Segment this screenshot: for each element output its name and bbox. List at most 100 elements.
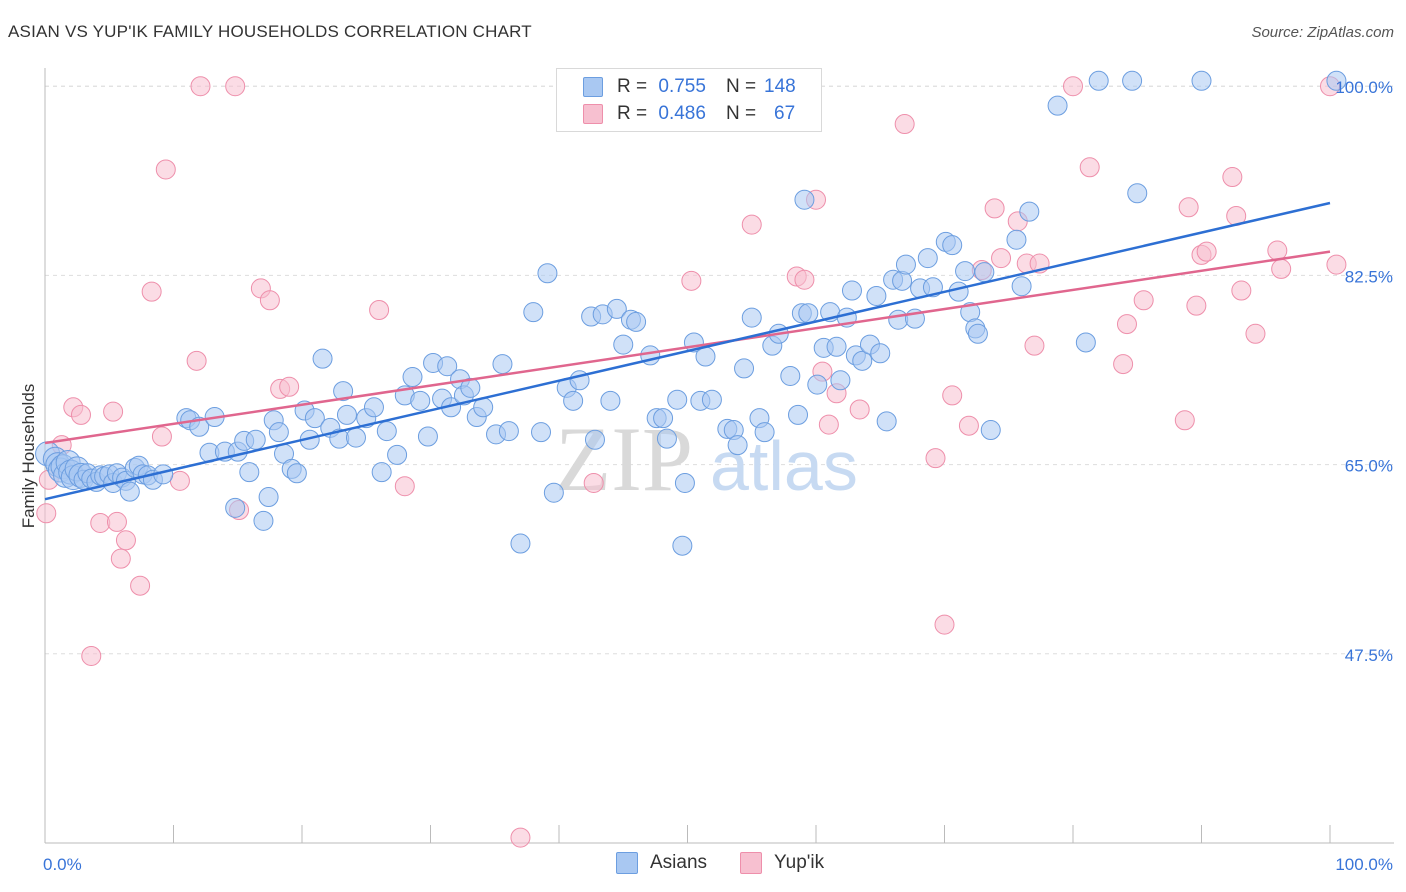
yupik-point bbox=[90, 512, 111, 533]
asian-point bbox=[870, 343, 891, 364]
series-legend-yupik[interactable]: Yup'ik bbox=[740, 852, 824, 874]
yupik-point bbox=[115, 530, 136, 551]
yupik-point bbox=[794, 269, 815, 290]
asian-point bbox=[492, 354, 513, 375]
chart-title: ASIAN VS YUP'IK FAMILY HOUSEHOLDS CORREL… bbox=[8, 22, 532, 41]
asian-point bbox=[225, 497, 246, 518]
asian-point bbox=[667, 389, 688, 410]
stats-legend: R = 0.755 N = 148 R = 0.486 N = 67 bbox=[556, 68, 822, 132]
asian-point bbox=[1127, 183, 1148, 204]
asian-point bbox=[917, 248, 938, 269]
asian-point bbox=[895, 254, 916, 275]
source-note: Source: ZipAtlas.com bbox=[1251, 24, 1394, 41]
grid-lines bbox=[45, 85, 1394, 655]
yupik-point bbox=[510, 827, 531, 848]
asian-point bbox=[189, 416, 210, 437]
asian-point bbox=[841, 280, 862, 301]
y-tick-label: 82.5% bbox=[1345, 267, 1393, 286]
asian-point bbox=[510, 533, 531, 554]
asian-point bbox=[563, 390, 584, 411]
legend-n-label: N = bbox=[725, 103, 757, 124]
yupik-point bbox=[169, 470, 190, 491]
asian-point bbox=[1191, 70, 1212, 91]
asian-point bbox=[268, 422, 289, 443]
yupik-point bbox=[1267, 240, 1288, 261]
asian-point bbox=[387, 444, 408, 465]
yupik-point bbox=[1231, 280, 1252, 301]
yupik-point bbox=[186, 350, 207, 371]
yupik-point bbox=[1196, 241, 1217, 262]
yupik-point bbox=[934, 614, 955, 635]
series-swatch-asians bbox=[616, 852, 638, 874]
watermark: ZIP atlas bbox=[555, 408, 858, 510]
asian-point bbox=[336, 404, 357, 425]
asian-point bbox=[674, 472, 695, 493]
asian-point bbox=[239, 462, 260, 483]
yupik-point bbox=[583, 472, 604, 493]
series-legend-label: Yup'ik bbox=[774, 852, 825, 873]
yupik-point bbox=[130, 575, 151, 596]
yupik-point bbox=[190, 76, 211, 97]
yupik-point bbox=[1063, 76, 1083, 97]
yupik-point bbox=[991, 248, 1012, 269]
legend-swatch-yupik bbox=[583, 104, 603, 124]
asian-point bbox=[942, 235, 963, 256]
yupik-point bbox=[106, 511, 127, 532]
yupik-point bbox=[1178, 197, 1199, 218]
asian-point bbox=[286, 463, 307, 484]
trend-lines bbox=[44, 201, 1331, 501]
asian-point bbox=[626, 311, 647, 332]
asian-point bbox=[345, 427, 366, 448]
yupik-point bbox=[81, 645, 102, 666]
yupik-point bbox=[141, 281, 162, 302]
yupik-point bbox=[394, 476, 415, 497]
legend-n-value: 148 bbox=[764, 76, 796, 97]
yupik-point bbox=[1133, 290, 1154, 311]
asian-point bbox=[245, 429, 266, 450]
asian-point bbox=[695, 346, 716, 367]
asian-point bbox=[258, 487, 279, 508]
asian-point bbox=[613, 334, 634, 355]
asian-point bbox=[974, 262, 995, 283]
yupik-point bbox=[1222, 167, 1243, 188]
yupik-point bbox=[925, 448, 946, 469]
asian-point bbox=[1011, 276, 1032, 297]
yupik-point bbox=[1079, 157, 1100, 178]
yupik-point bbox=[984, 198, 1005, 219]
asian-point bbox=[371, 462, 392, 483]
asian-point bbox=[437, 356, 458, 377]
asian-point bbox=[523, 302, 544, 323]
series-swatch-yupik bbox=[740, 852, 762, 874]
yupik-point bbox=[1024, 335, 1045, 356]
asian-point bbox=[922, 277, 943, 298]
asian-point bbox=[741, 307, 762, 328]
asian-point bbox=[888, 309, 909, 330]
asian-point bbox=[826, 336, 847, 357]
asian-points bbox=[35, 70, 1347, 556]
asian-point bbox=[830, 370, 851, 391]
yupik-point bbox=[369, 300, 390, 321]
series-legend-asians[interactable]: Asians bbox=[616, 852, 707, 874]
tick-labels: 47.5% 65.0% 82.5% 100.0% 0.0% 100.0% bbox=[43, 78, 1393, 874]
asian-point bbox=[417, 426, 438, 447]
asian-point bbox=[948, 281, 969, 302]
y-tick-label: 100.0% bbox=[1335, 78, 1393, 97]
legend-r-label: R = bbox=[617, 76, 648, 97]
asian-point bbox=[1075, 332, 1096, 353]
asian-point bbox=[537, 263, 558, 284]
y-tick-label: 47.5% bbox=[1345, 646, 1393, 665]
watermark-zip: ZIP bbox=[555, 408, 693, 510]
y-axis-label: Family Households bbox=[19, 383, 38, 529]
x-tick-label: 0.0% bbox=[43, 855, 82, 874]
asian-point bbox=[734, 358, 755, 379]
yupik-point bbox=[103, 401, 124, 422]
legend-n-label: N = bbox=[725, 76, 757, 97]
asian-point bbox=[363, 397, 384, 418]
asian-point bbox=[531, 422, 552, 443]
asian-point bbox=[852, 350, 873, 371]
yupik-point bbox=[818, 414, 839, 435]
legend-r-label: R = bbox=[617, 103, 648, 124]
asian-point bbox=[1019, 201, 1040, 222]
legend-row-asians: R = 0.755 N = 148 bbox=[583, 74, 796, 100]
